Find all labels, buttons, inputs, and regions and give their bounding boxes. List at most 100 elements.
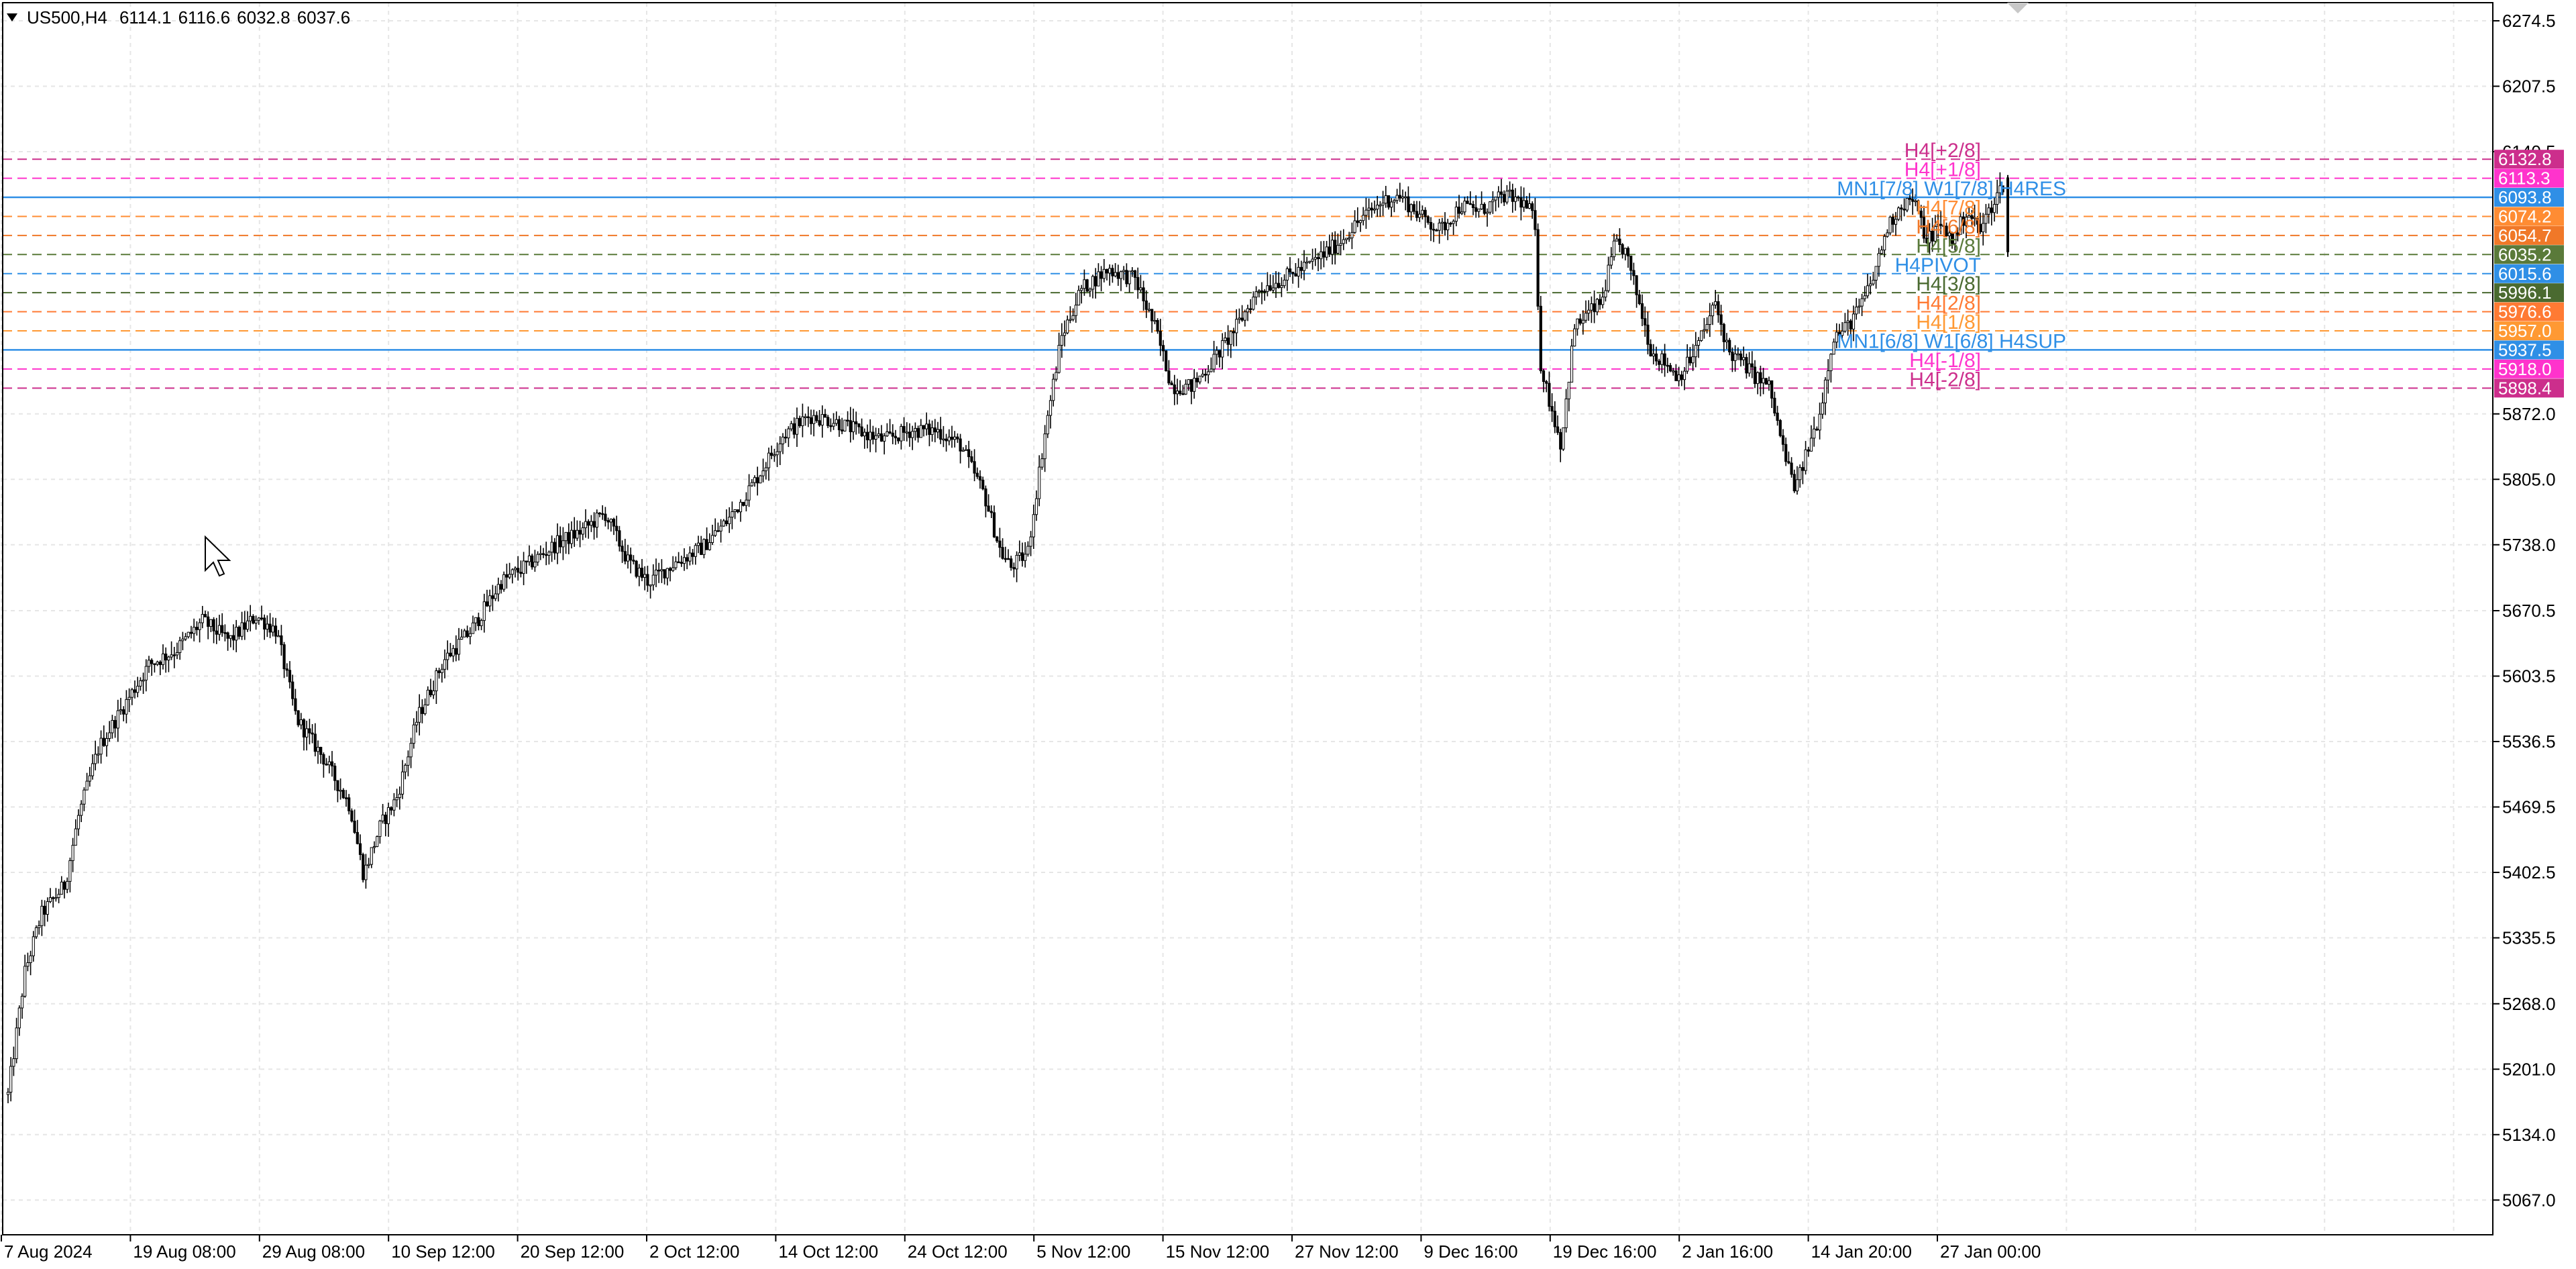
candle-body (916, 427, 920, 438)
candle-body (846, 419, 849, 422)
candle-body (20, 995, 24, 1009)
candle-body (1029, 536, 1032, 547)
candle-body (1939, 223, 1943, 226)
candle-body (1449, 223, 1452, 225)
candle-body (1849, 320, 1852, 329)
x-tick-label: 14 Jan 20:00 (1811, 1241, 1912, 1262)
candle-body (1644, 318, 1647, 325)
candle-body (243, 622, 246, 630)
candle-body (12, 1058, 15, 1067)
level-price-tag (2494, 225, 2564, 245)
candle-body (781, 436, 785, 444)
candle-body (1457, 206, 1461, 214)
candle-body (1968, 215, 1971, 218)
candle-body (1483, 203, 1486, 214)
candle-body (1508, 189, 1511, 192)
candle-body (559, 535, 562, 548)
x-tick-label: 5 Nov 12:00 (1036, 1241, 1130, 1262)
candle-body (1823, 379, 1827, 403)
candle-body (108, 732, 111, 739)
candle-body (113, 719, 117, 729)
candle-body (1055, 372, 1058, 380)
candle-body (1393, 200, 1396, 203)
candle-body (1623, 248, 1627, 255)
candle-body (235, 627, 238, 641)
candle-body (85, 780, 89, 791)
ohlc-open: 6114.1 (119, 7, 172, 28)
candle-body (1917, 200, 1920, 211)
candle-body (584, 521, 588, 528)
level-price-tag (2494, 168, 2564, 188)
candle-body (313, 733, 317, 752)
candle-body (536, 554, 539, 563)
candle-body (443, 659, 447, 670)
candle-body (657, 569, 661, 572)
candle-body (1722, 323, 1725, 342)
candle-body (609, 519, 612, 523)
candle-body (150, 660, 154, 664)
candle-body (457, 639, 461, 655)
candle-body (1407, 196, 1410, 213)
candle-body (691, 552, 694, 557)
candle-body (471, 622, 475, 634)
candle-body (945, 438, 948, 442)
candle-body (1271, 287, 1275, 291)
x-tick-label: 7 Aug 2024 (4, 1241, 93, 1262)
candle-body (1074, 305, 1077, 316)
symbol-menu-triangle-icon[interactable] (7, 13, 17, 21)
candle-body (32, 936, 35, 956)
candle-body (2001, 185, 2004, 193)
candle-body (449, 652, 452, 656)
candle-body (815, 415, 818, 421)
candle-body (981, 479, 985, 489)
candle-body (1947, 232, 1951, 236)
candle-body (576, 529, 579, 539)
x-tick-label: 14 Oct 12:00 (778, 1241, 878, 1262)
candle-body (984, 488, 987, 507)
candlestick-series (6, 172, 2009, 1103)
level-price-tag-label: 5937.5 (2498, 340, 2552, 360)
candle-body (1522, 200, 1525, 208)
candle-body (144, 666, 148, 680)
candle-body (823, 414, 827, 418)
chart-header: US500,H4 6114.1 6116.6 6032.8 6037.6 (7, 4, 357, 31)
x-tick-label: 29 Aug 08:00 (262, 1241, 365, 1262)
candle-body (888, 431, 892, 434)
candle-body (496, 584, 500, 595)
candle-body (240, 622, 244, 637)
plot-frame (2, 2, 2493, 1235)
candle-body (795, 417, 799, 435)
candle-body (1316, 257, 1320, 260)
candle-body (1705, 323, 1709, 330)
candle-body (237, 627, 241, 637)
y-tick-label: 5805.0 (2502, 469, 2556, 489)
chart-shift-marker-icon[interactable] (2007, 3, 2029, 13)
candle-body (125, 699, 128, 715)
candle-body (1238, 317, 1241, 320)
candle-body (1877, 253, 1880, 267)
candle-body (415, 721, 419, 725)
candle-body (998, 540, 1002, 548)
candle-body (750, 482, 753, 487)
candle-body (764, 467, 767, 472)
candle-body (1452, 221, 1455, 224)
candle-body (1057, 345, 1061, 373)
candle-body (581, 527, 584, 535)
candle-body (294, 698, 297, 711)
candle-body (545, 554, 548, 556)
candle-body (1962, 216, 1965, 226)
level-label: H4PIVOT (1895, 254, 1981, 276)
candle-body (1815, 428, 1819, 431)
candle-body (767, 452, 771, 468)
candle-body (902, 425, 906, 433)
candle-body (1902, 209, 1906, 211)
candle-body (900, 425, 903, 442)
candle-body (133, 689, 137, 693)
candle-body (1415, 211, 1419, 218)
y-tick-label: 6274.5 (2502, 11, 2556, 31)
candle-body (1505, 191, 1509, 203)
candle-body (964, 449, 968, 451)
candle-body (1409, 204, 1413, 213)
candle-body (820, 414, 824, 425)
